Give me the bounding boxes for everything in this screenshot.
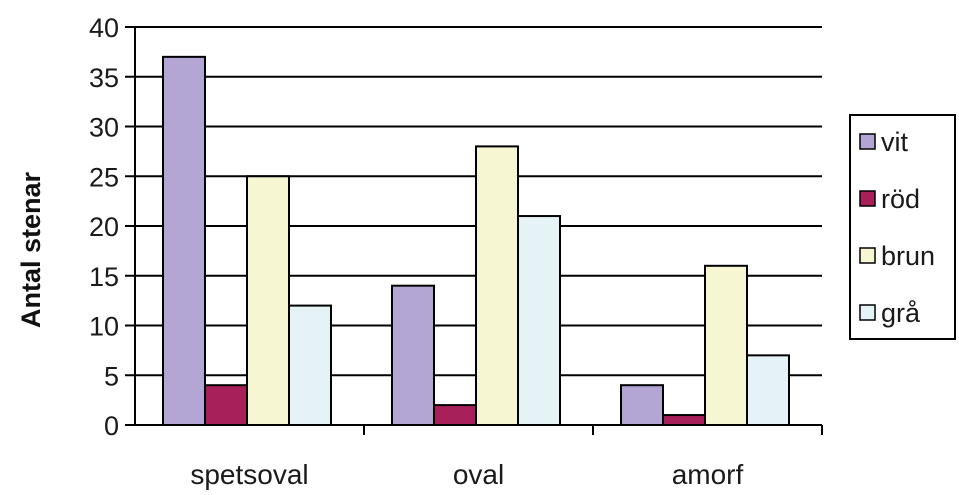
y-tick-label: 30 [89,113,119,143]
legend-swatch-vit [859,133,876,150]
bar-grå-spetsoval [288,304,332,427]
legend-swatch-grå [859,304,876,321]
bar-brun-amorf [704,264,748,426]
bar-vit-oval [391,284,435,427]
bar-röd-spetsoval [204,384,248,427]
y-tick-label: 15 [89,262,119,292]
y-tick-label: 20 [89,212,119,242]
x-category-label: spetsoval [190,459,308,490]
legend-label-brun: brun [881,241,935,271]
axes [125,26,823,435]
y-tick-label: 25 [89,162,119,192]
bar-röd-amorf [662,414,706,426]
legend-swatch-brun [859,247,876,264]
x-category-label: amorf [672,459,744,490]
bar-brun-spetsoval [246,175,290,426]
bar-vit-spetsoval [162,55,206,426]
bars [162,55,790,427]
y-tick-label: 5 [104,361,119,391]
bar-grå-oval [517,215,561,426]
y-axis-label: Antal stenar [16,171,46,328]
bar-brun-oval [475,145,519,426]
legend-swatch-röd [859,190,876,207]
legend-label-röd: röd [881,184,920,214]
bar-röd-oval [433,404,477,427]
y-tick-label: 35 [89,63,119,93]
y-tick-label: 10 [89,312,119,342]
x-category-labels: spetsoval oval amorf [190,459,743,490]
y-tick-label: 40 [89,13,119,43]
legend-label-vit: vit [881,127,908,157]
x-category-label: oval [453,459,504,490]
y-tick-labels: 0 5 10 15 20 25 30 35 40 [89,13,119,441]
y-tick-label: 0 [104,411,119,441]
legend-box [849,114,956,340]
legend: vit röd brun grå [849,114,956,340]
bar-grå-amorf [746,354,790,427]
legend-label-grå: grå [881,298,921,328]
bar-vit-amorf [620,384,664,427]
